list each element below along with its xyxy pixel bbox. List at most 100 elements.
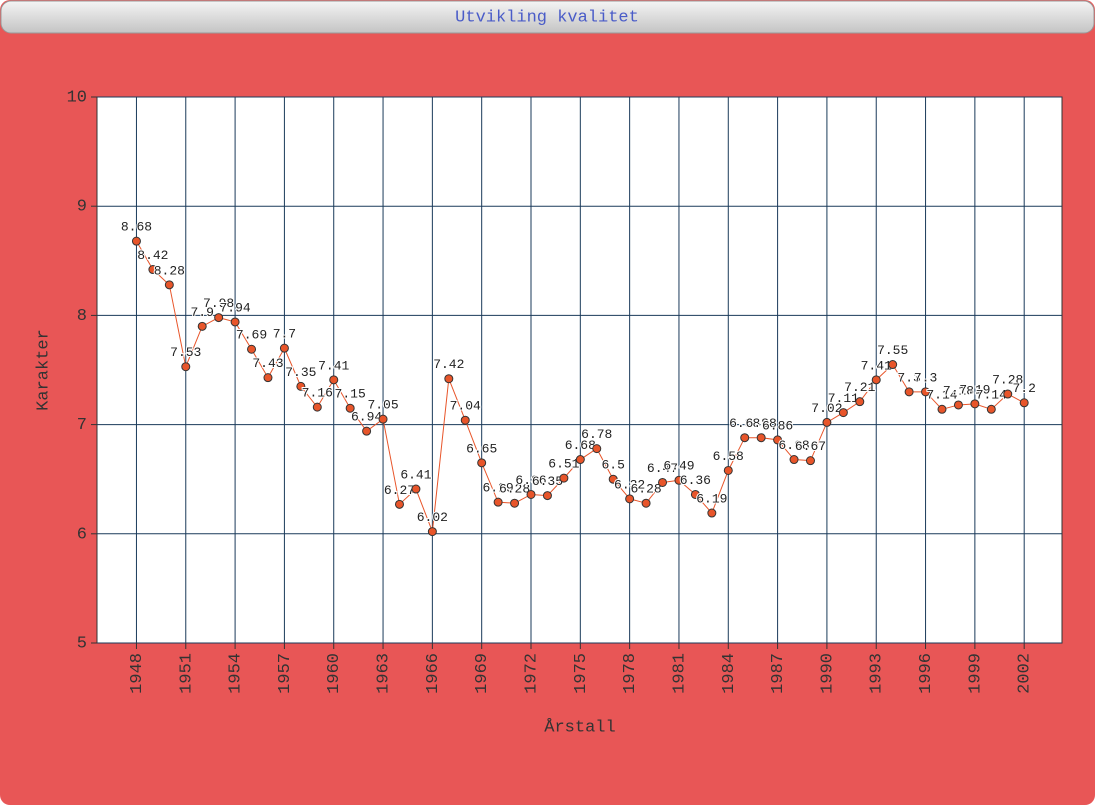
- data-point: [559, 473, 569, 483]
- data-point: [542, 491, 552, 501]
- data-label: 7.18: [943, 383, 974, 398]
- data-label: 6.94: [351, 410, 382, 425]
- data-point: [986, 404, 996, 414]
- plot-area: [96, 96, 1063, 644]
- data-point: [164, 280, 174, 290]
- data-point: [329, 375, 339, 385]
- data-point: [378, 414, 388, 424]
- data-label: 7.14: [926, 388, 957, 403]
- y-tick-label: 5: [77, 634, 87, 653]
- x-tick-label: 2002: [1016, 653, 1035, 694]
- x-tick-label: 1981: [670, 653, 689, 694]
- data-label: 7.15: [335, 387, 366, 402]
- data-label: 7.41: [861, 358, 892, 373]
- data-point: [362, 426, 372, 436]
- x-tick-label: 1948: [128, 653, 147, 694]
- data-label: 7.98: [203, 296, 234, 311]
- data-label: 7.02: [811, 401, 842, 416]
- data-point: [871, 375, 881, 385]
- data-point: [427, 527, 437, 537]
- data-label: 6.88: [746, 416, 777, 431]
- data-label: 6.78: [581, 427, 612, 442]
- data-label: 7.14: [976, 388, 1007, 403]
- data-label: 6.65: [466, 441, 497, 456]
- data-point: [740, 433, 750, 443]
- data-point: [214, 313, 224, 323]
- x-tick-label: 1966: [424, 653, 443, 694]
- data-label: 7.35: [285, 365, 316, 380]
- data-point: [296, 381, 306, 391]
- data-point: [444, 374, 454, 384]
- data-label: 6.41: [400, 467, 431, 482]
- data-label: 6.35: [532, 474, 563, 489]
- data-label: 8.28: [154, 263, 185, 278]
- data-point: [526, 489, 536, 499]
- data-point: [707, 508, 717, 518]
- data-label: 7.04: [450, 399, 481, 414]
- x-tick-label: 1978: [621, 653, 640, 694]
- data-point: [148, 265, 158, 275]
- data-label: 6.68: [778, 438, 809, 453]
- x-tick-label: 1975: [572, 653, 591, 694]
- data-point: [345, 403, 355, 413]
- data-label: 6.49: [663, 459, 694, 474]
- data-point: [953, 400, 963, 410]
- data-label: 6.58: [713, 449, 744, 464]
- data-label: 7.43: [252, 356, 283, 371]
- x-axis-title: Årstall: [544, 718, 615, 737]
- data-point: [658, 477, 668, 487]
- data-point: [625, 494, 635, 504]
- data-point: [477, 458, 487, 468]
- x-tick-label: 1984: [720, 653, 739, 694]
- data-label: 7.7: [273, 327, 296, 342]
- data-point: [904, 387, 914, 397]
- data-point: [247, 344, 257, 354]
- data-label: 7.19: [959, 382, 990, 397]
- data-point: [921, 387, 931, 397]
- data-point: [756, 433, 766, 443]
- data-point: [1003, 389, 1013, 399]
- data-label: 6.29: [483, 481, 514, 496]
- data-point: [575, 455, 585, 465]
- data-point: [608, 474, 618, 484]
- data-point: [394, 499, 404, 509]
- data-label: 6.27: [384, 483, 415, 498]
- y-tick-label: 6: [77, 525, 87, 544]
- data-point: [888, 360, 898, 370]
- y-axis-title: Karakter: [34, 329, 53, 411]
- data-label: 7.16: [302, 386, 333, 401]
- data-label: 6.02: [417, 510, 448, 525]
- x-tick-label: 1990: [818, 653, 837, 694]
- data-point: [822, 417, 832, 427]
- data-point: [460, 415, 470, 425]
- data-label: 6.19: [696, 491, 727, 506]
- y-tick-label: 8: [77, 307, 87, 326]
- data-label: 6.67: [795, 439, 826, 454]
- data-point: [263, 373, 273, 383]
- data-point: [723, 465, 733, 475]
- title-bar[interactable]: [0, 0, 1095, 34]
- x-tick-label: 1960: [325, 653, 344, 694]
- data-point: [312, 402, 322, 412]
- data-label: 6.36: [680, 473, 711, 488]
- data-label: 7.3: [897, 370, 920, 385]
- x-tick-label: 1972: [522, 653, 541, 694]
- data-point: [279, 343, 289, 353]
- data-point: [131, 236, 141, 246]
- data-label: 6.36: [515, 473, 546, 488]
- data-point: [493, 497, 503, 507]
- data-point: [970, 399, 980, 409]
- data-label: 7.53: [170, 345, 201, 360]
- x-tick-label: 1987: [769, 653, 788, 694]
- y-tick-label: 9: [77, 198, 87, 217]
- y-tick-label: 10: [67, 88, 87, 107]
- data-label: 6.47: [647, 461, 678, 476]
- data-label: 6.28: [630, 482, 661, 497]
- x-tick-label: 1963: [375, 653, 394, 694]
- data-label: 7.9: [191, 305, 214, 320]
- window-title: Utvikling kvalitet: [455, 8, 639, 27]
- data-point: [510, 498, 520, 508]
- data-label: 8.42: [137, 248, 168, 263]
